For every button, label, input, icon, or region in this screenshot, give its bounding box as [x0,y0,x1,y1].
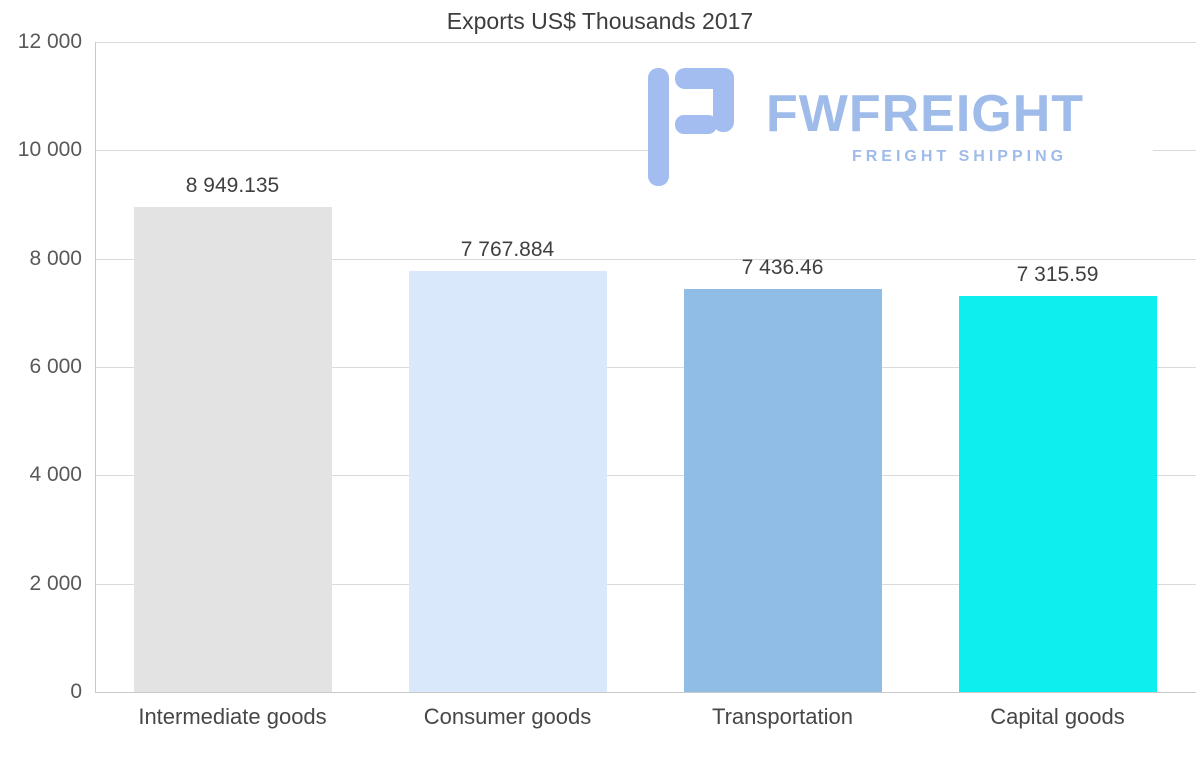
gridline [96,258,1196,260]
x-category-label: Consumer goods [423,704,592,729]
bar-slot: 7 436.46 [645,42,920,692]
x-category-label: Transportation [711,704,854,729]
gridline [96,150,1196,152]
bar-series: 8 949.135 7 767.884 7 436.46 7 315.59 [95,42,1195,692]
fwfreight-logo-icon [648,68,740,186]
bar [408,271,607,692]
bar [958,295,1157,692]
bar [133,207,332,692]
y-tick-label: 0 [70,680,82,703]
bar-value-label: 7 767.884 [460,238,555,262]
bar-slot: 8 949.135 [95,42,370,692]
y-axis: 12 000 10 000 8 000 6 000 4 000 2 000 0 [0,30,82,703]
bar-slot: 7 315.59 [920,42,1195,692]
plot-area [95,42,1196,693]
watermark-tagline: FREIGHT SHIPPING [851,148,1068,165]
bar [683,289,882,692]
bar-slot: 7 767.884 [370,42,645,692]
gridline [96,367,1196,368]
x-category-label: Intermediate goods [138,704,327,729]
gridline [96,583,1196,585]
gridline [96,475,1196,477]
y-tick-label: 10 000 [17,138,82,162]
bar-value-label: 7 436.46 [741,256,824,280]
y-tick-label: 2 000 [29,571,82,595]
x-category-label: Capital goods [990,704,1125,729]
x-axis: Intermediate goods Consumer goods Transpor… [95,704,1195,730]
watermark: FWFREIGHT FREIGHT SHIPPING [648,64,1153,190]
y-tick-label: 8 000 [29,246,82,270]
gridline [96,42,1196,43]
bar-value-label: 8 949.135 [185,174,280,198]
chart-title: Exports US$ Thousands 2017 [446,8,754,34]
y-tick-label: 12 000 [17,30,82,53]
watermark-text: FWFREIGHT FREIGHT SHIPPING [740,88,1153,166]
watermark-brand: FWFREIGHT [766,85,1085,143]
y-tick-label: 6 000 [29,355,82,378]
bar-value-label: 7 315.59 [1016,262,1099,286]
y-tick-label: 4 000 [29,463,82,487]
